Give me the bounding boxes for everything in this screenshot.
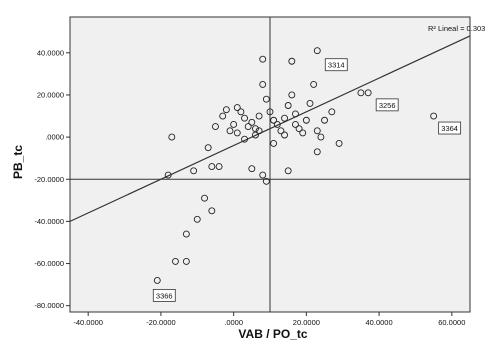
data-point	[302, 116, 310, 124]
case-label: 3314	[328, 61, 345, 70]
data-point	[310, 80, 318, 88]
data-point	[233, 129, 241, 137]
data-point	[266, 108, 274, 116]
data-point	[281, 131, 288, 139]
data-point	[317, 133, 325, 141]
data-point	[248, 165, 256, 173]
data-point	[259, 80, 267, 88]
data-point	[270, 139, 278, 147]
data-point	[241, 135, 248, 143]
data-point	[201, 194, 208, 202]
data-point	[292, 110, 299, 118]
data-point	[193, 215, 201, 223]
case-label-box	[438, 121, 462, 135]
data-point	[288, 91, 296, 99]
data-point	[226, 127, 234, 135]
data-point	[321, 116, 328, 124]
data-point	[270, 116, 278, 124]
data-point	[233, 104, 241, 112]
fit-line-label: R² Lineal = 0.303	[428, 24, 485, 33]
data-point	[313, 127, 321, 135]
x-tick-label: -40.0000	[73, 318, 103, 327]
x-tick-label: -20.0000	[146, 318, 176, 327]
data-point	[281, 114, 288, 122]
data-point	[204, 144, 212, 152]
data-point	[262, 95, 270, 103]
y-tick-label: .0000	[45, 133, 64, 142]
y-tick-label: -20.0000	[34, 175, 64, 184]
data-point	[244, 123, 252, 131]
data-point	[430, 112, 438, 120]
data-point	[364, 89, 372, 97]
data-point	[222, 106, 230, 114]
data-point	[208, 207, 216, 215]
data-point	[208, 163, 216, 171]
data-point	[284, 102, 292, 109]
data-point	[306, 99, 314, 107]
data-point	[182, 257, 190, 265]
data-point	[168, 133, 176, 141]
y-axis-title: PB_tc	[11, 145, 25, 179]
data-point	[292, 121, 299, 128]
data-point	[241, 114, 248, 122]
case-label-box	[324, 58, 348, 72]
data-point	[219, 112, 227, 120]
x-tick-label: 20.0000	[293, 318, 320, 327]
data-point	[237, 108, 245, 116]
data-point	[277, 127, 285, 135]
data-point	[172, 257, 179, 265]
data-point	[357, 89, 365, 97]
case-label: 3366	[156, 291, 173, 300]
data-point	[273, 121, 281, 128]
case-label-box	[152, 288, 176, 302]
x-tick-label: 60.0000	[438, 318, 465, 327]
x-tick-label: .0000	[224, 318, 243, 327]
y-tick-label: -60.0000	[34, 259, 64, 268]
data-point	[335, 139, 343, 147]
y-tick-label: -80.0000	[34, 301, 64, 310]
data-point	[248, 118, 256, 126]
data-point	[259, 171, 267, 179]
data-point	[182, 230, 190, 238]
data-point	[230, 121, 238, 128]
data-point	[313, 148, 321, 156]
data-point	[255, 112, 263, 120]
data-point	[212, 123, 219, 131]
data-point	[164, 171, 172, 179]
y-tick-label: 40.0000	[37, 48, 64, 57]
data-point	[252, 131, 259, 139]
case-label: 3364	[441, 124, 458, 133]
data-point	[295, 125, 303, 133]
data-point	[262, 177, 270, 185]
data-point	[255, 127, 263, 135]
data-point	[259, 55, 267, 63]
case-label: 3256	[379, 101, 396, 110]
fit-line	[69, 35, 471, 222]
data-point	[153, 276, 161, 284]
data-point	[328, 108, 336, 116]
case-label-box	[375, 98, 399, 112]
y-tick-label: -40.0000	[34, 217, 64, 226]
data-point	[313, 47, 321, 55]
data-point	[215, 163, 223, 171]
data-point	[299, 129, 307, 137]
data-point	[284, 167, 292, 175]
x-tick-label: 40.0000	[366, 318, 393, 327]
data-point	[190, 167, 198, 175]
data-point	[288, 57, 296, 65]
y-tick-label: 20.0000	[37, 90, 64, 99]
x-axis-title: VAB / PO_tc	[238, 327, 307, 341]
